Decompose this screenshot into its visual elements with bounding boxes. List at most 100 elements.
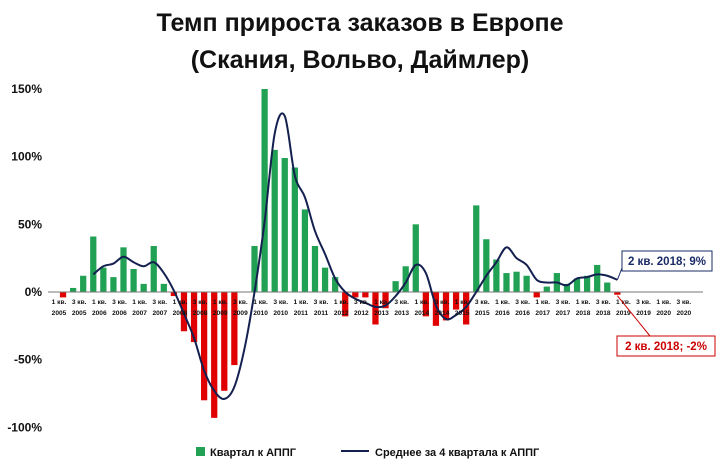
x-tick-quarter: 3 кв. [636, 299, 651, 306]
bar [604, 282, 611, 292]
line-series [92, 112, 618, 400]
bar [422, 292, 429, 317]
bar [90, 236, 97, 292]
x-tick-year: 2010 [273, 310, 288, 317]
x-tick-year: 2009 [233, 310, 248, 317]
bar [130, 268, 137, 292]
x-tick-year: 2011 [294, 310, 309, 317]
x-tick-year: 2005 [52, 310, 67, 317]
x-axis: 1 кв. 2005 3 кв. 2005 1 кв. 2006 3 кв. 2006 1 кв… [52, 299, 692, 317]
y-axis: 150% 100% 50% 0% -50% -100% [7, 82, 42, 434]
x-tick-year: 2007 [152, 310, 167, 317]
bar [543, 286, 550, 292]
x-tick-quarter: 3 кв. [273, 299, 288, 306]
x-tick-year: 2015 [475, 310, 490, 317]
bar [483, 239, 490, 292]
y-tick-label: 50% [18, 217, 42, 231]
x-tick-quarter: 3 кв. [193, 299, 208, 306]
x-tick-year: 2019 [616, 310, 631, 317]
x-tick-quarter: 1 кв. [656, 299, 671, 306]
x-tick-year: 2020 [677, 310, 692, 317]
bar [251, 245, 258, 292]
bar [503, 273, 510, 292]
bar [69, 287, 77, 292]
callout-leader-line [616, 267, 623, 281]
bar [120, 247, 127, 292]
x-tick-year: 2007 [132, 310, 147, 317]
bar [362, 292, 369, 298]
bar [201, 292, 208, 401]
bar [190, 292, 198, 343]
bar [311, 245, 319, 292]
bar [342, 292, 349, 317]
x-tick-year: 2006 [112, 310, 127, 317]
x-tick-year: 2013 [394, 310, 409, 317]
x-tick-quarter: 1 кв. [495, 299, 510, 306]
x-tick-year: 2015 [455, 310, 470, 317]
legend-line-label: Среднее за 4 квартала к АППГ [375, 447, 540, 459]
y-tick-label: 150% [11, 82, 42, 96]
legend-bar-swatch [196, 447, 205, 456]
bar [412, 224, 419, 292]
bar [59, 292, 67, 298]
chart-title-line2: (Скания, Вольво, Даймлер) [191, 46, 530, 74]
x-tick-quarter: 3 кв. [556, 299, 571, 306]
bar [301, 209, 309, 292]
bar [221, 292, 228, 391]
x-tick-year: 2013 [374, 310, 389, 317]
x-tick-quarter: 1 кв. [173, 299, 188, 306]
callout-text-line: 2 кв. 2018; 9% [628, 256, 706, 268]
bar [523, 275, 530, 292]
bar [432, 292, 440, 326]
x-tick-year: 2018 [596, 310, 611, 317]
y-tick-label: -50% [14, 353, 42, 367]
callout-box-line [621, 250, 713, 272]
x-tick-year: 2017 [535, 310, 550, 317]
x-tick-year: 2010 [253, 310, 268, 317]
bar [563, 283, 571, 292]
x-tick-quarter: 3 кв. [112, 299, 127, 306]
x-tick-quarter: 3 кв. [475, 299, 490, 306]
callout-leader-bar [616, 295, 651, 337]
bar [533, 292, 540, 298]
x-tick-year: 2014 [435, 310, 450, 317]
x-tick-quarter: 1 кв. [92, 299, 107, 306]
x-tick-year: 2012 [334, 310, 349, 317]
x-tick-quarter: 1 кв. [213, 299, 228, 306]
bar [382, 292, 389, 309]
bar [402, 266, 409, 292]
y-tick-label: 0% [25, 285, 43, 299]
bar [332, 277, 339, 292]
callouts: 2 кв. 2018; 9% 2 кв. 2018; -2% [616, 250, 716, 357]
bar [170, 292, 178, 297]
bar [281, 158, 288, 292]
x-tick-quarter: 3 кв. [435, 299, 450, 306]
bar [231, 292, 238, 366]
x-tick-quarter: 3 кв. [72, 299, 87, 306]
x-tick-year: 2008 [173, 310, 188, 317]
bar [442, 292, 450, 321]
x-tick-quarter: 3 кв. [354, 299, 369, 306]
bar [614, 292, 621, 295]
bar [513, 271, 520, 292]
callout-box-bar [616, 335, 716, 357]
x-tick-quarter: 3 кв. [233, 299, 248, 306]
y-tick-label: 100% [11, 150, 42, 164]
x-tick-quarter: 1 кв. [455, 299, 470, 306]
x-tick-quarter: 1 кв. [253, 299, 268, 306]
x-tick-year: 2012 [354, 310, 369, 317]
x-tick-year: 2008 [193, 310, 208, 317]
x-tick-quarter: 3 кв. [394, 299, 409, 306]
x-tick-year: 2016 [515, 310, 530, 317]
x-tick-quarter: 3 кв. [152, 299, 167, 306]
x-tick-year: 2005 [72, 310, 87, 317]
bar [321, 267, 329, 292]
x-tick-year: 2019 [636, 310, 651, 317]
bar [110, 277, 117, 292]
x-tick-year: 2014 [414, 310, 429, 317]
bar [372, 292, 379, 325]
x-tick-quarter: 1 кв. [576, 299, 591, 306]
bar [583, 275, 591, 292]
x-tick-quarter: 3 кв. [314, 299, 329, 306]
